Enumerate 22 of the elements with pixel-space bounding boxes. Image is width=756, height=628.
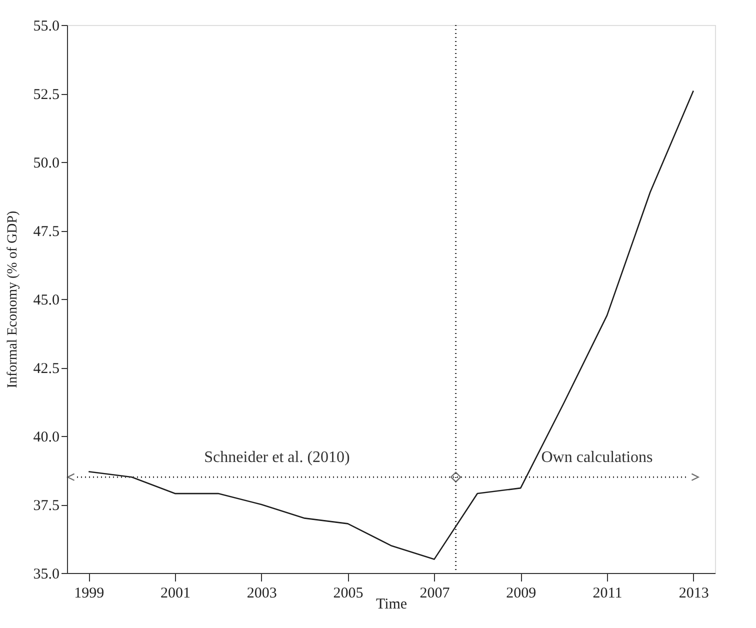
y-axis-title: Informal Economy (% of GDP)	[5, 210, 20, 388]
y-tick-label: 35.0	[33, 566, 60, 582]
x-tick-label: 2009	[506, 586, 536, 602]
y-tick-label: 47.5	[33, 224, 60, 240]
x-tick-label: 2005	[333, 586, 364, 602]
y-tick-label: 55.0	[33, 18, 60, 34]
x-tick-label: 2011	[592, 586, 622, 602]
annotation: Own calculations	[541, 449, 653, 466]
x-tick-label: 2001	[160, 586, 190, 602]
y-tick-label: 42.5	[33, 361, 60, 377]
y-tick-label: 52.5	[33, 87, 60, 103]
y-tick-label: 37.5	[33, 498, 60, 514]
x-tick-label: 1999	[74, 586, 104, 602]
y-tick-label: 45.0	[33, 292, 60, 308]
x-tick-label: 2007	[420, 586, 450, 602]
x-axis-title: Time	[376, 596, 408, 612]
line-series	[88, 90, 694, 560]
x-tick-label: 2003	[246, 586, 277, 602]
y-tick-label: 40.0	[33, 430, 60, 446]
y-tick-label: 50.0	[33, 156, 60, 172]
x-tick-label: 2013	[678, 586, 709, 602]
annotation: Schneider et al. (2010)	[204, 449, 350, 466]
